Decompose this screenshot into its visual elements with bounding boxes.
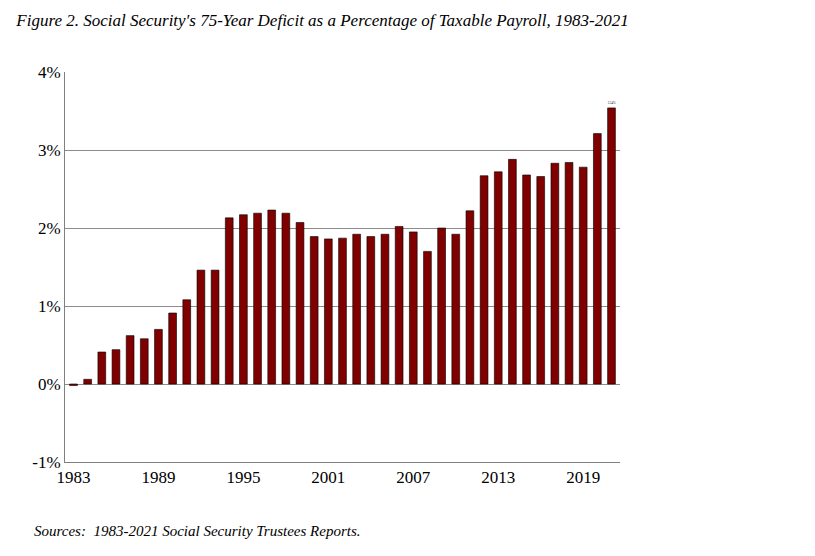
svg-text:-1%: -1% [32,453,60,472]
svg-text:3%: 3% [38,141,61,160]
svg-text:0%: 0% [38,375,61,394]
svg-text:1995: 1995 [226,468,260,487]
svg-text:1983: 1983 [56,468,90,487]
svg-text:2001: 2001 [311,468,345,487]
svg-text:1989: 1989 [141,468,175,487]
svg-text:2013: 2013 [481,468,515,487]
svg-text:1%: 1% [38,297,61,316]
svg-text:Figure 2. Social Security's 75: Figure 2. Social Security's 75-Year Defi… [15,11,628,30]
svg-text:3.54%: 3.54% [608,101,616,105]
svg-text:2019: 2019 [566,468,600,487]
svg-text:2007: 2007 [396,468,431,487]
svg-text:4%: 4% [38,63,61,82]
svg-text:2%: 2% [38,219,61,238]
svg-text:Sources: 1983-2021 Social Sec: Sources: 1983-2021 Social Security Trust… [34,523,360,539]
